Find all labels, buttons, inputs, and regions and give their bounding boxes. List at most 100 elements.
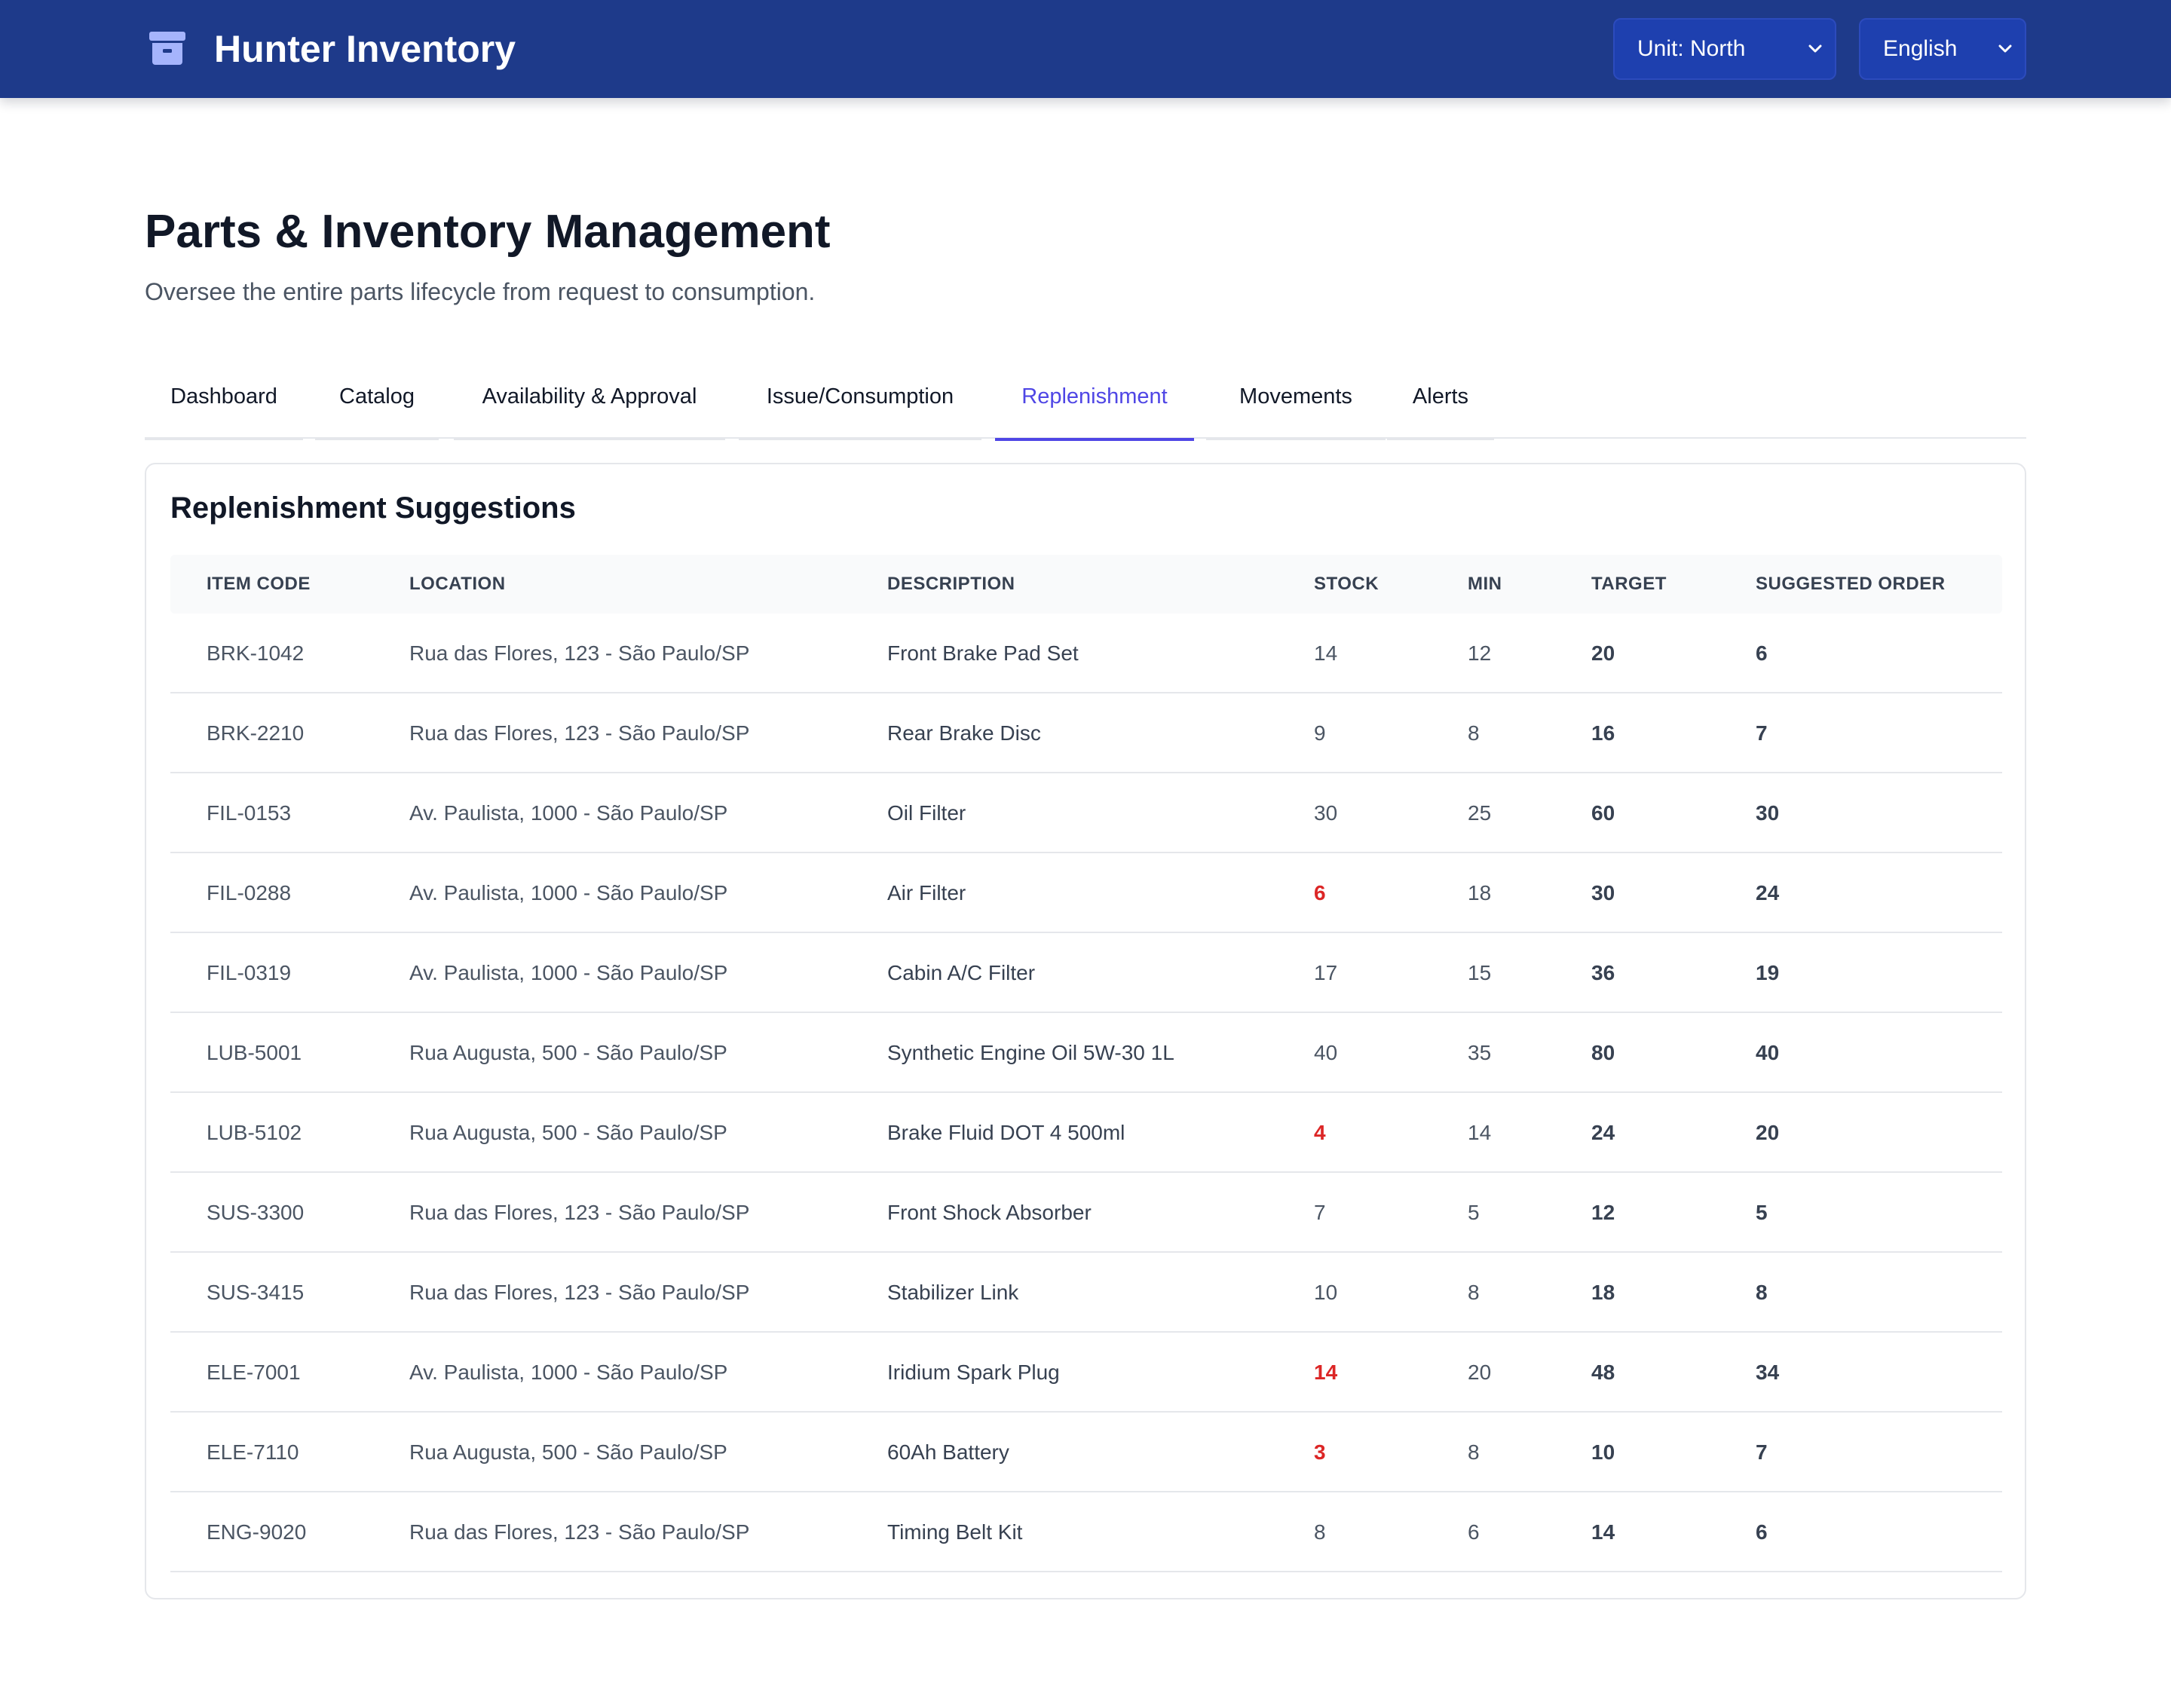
table-row[interactable]: LUB-5001 Rua Augusta, 500 - São Paulo/SP S… (170, 1013, 2002, 1093)
description-cell: Synthetic Engine Oil 5W-30 1L (887, 1041, 1174, 1064)
table-row[interactable]: BRK-1042 Rua das Flores, 123 - São Paulo/… (170, 614, 2002, 693)
suggested-order-cell: 24 (1756, 881, 1780, 905)
description-cell: 60Ah Battery (887, 1440, 1009, 1464)
min-cell: 8 (1468, 1281, 1480, 1304)
table-row[interactable]: BRK-2210 Rua das Flores, 123 - São Paulo/… (170, 693, 2002, 773)
table-row[interactable]: ENG-9020 Rua das Flores, 123 - São Paulo/… (170, 1492, 2002, 1572)
suggested-order-cell: 8 (1756, 1281, 1768, 1304)
location-cell: Rua das Flores, 123 - São Paulo/SP (409, 721, 750, 745)
min-cell: 18 (1468, 881, 1492, 905)
archive-box-icon (149, 32, 185, 65)
suggested-order-cell: 6 (1756, 641, 1768, 665)
item-code-cell: FIL-0288 (207, 881, 292, 905)
min-cell: 14 (1468, 1121, 1492, 1144)
column-header-stock[interactable]: STOCK (1314, 574, 1379, 594)
description-cell: Front Shock Absorber (887, 1201, 1092, 1224)
suggested-order-cell: 19 (1756, 961, 1780, 984)
target-cell: 24 (1591, 1121, 1615, 1144)
description-cell: Iridium Spark Plug (887, 1361, 1060, 1384)
min-cell: 25 (1468, 801, 1492, 825)
location-cell: Rua das Flores, 123 - São Paulo/SP (409, 641, 750, 665)
replenishment-table: ITEM CODE LOCATION DESCRIPTION STOCK MIN… (170, 555, 2002, 1572)
brand-title: Hunter Inventory (214, 28, 516, 70)
table-row[interactable]: SUS-3415 Rua das Flores, 123 - São Paulo/… (170, 1253, 2002, 1333)
table-row[interactable]: FIL-0288 Av. Paulista, 1000 - São Paulo/S… (170, 853, 2002, 933)
suggested-order-cell: 7 (1756, 1440, 1768, 1464)
description-cell: Air Filter (887, 881, 966, 905)
stock-cell: 10 (1314, 1281, 1338, 1304)
table-row[interactable]: ELE-7001 Av. Paulista, 1000 - São Paulo/S… (170, 1333, 2002, 1413)
page-title: Parts & Inventory Management (145, 206, 831, 258)
unit-select[interactable]: Unit: North (1613, 18, 1836, 80)
item-code-cell: BRK-2210 (207, 721, 305, 745)
target-cell: 14 (1591, 1520, 1615, 1544)
target-cell: 60 (1591, 801, 1615, 825)
min-cell: 5 (1468, 1201, 1480, 1224)
replenishment-card: Replenishment Suggestions ITEM CODE LOCA… (145, 463, 2026, 1599)
tab-movements[interactable]: Movements (1206, 369, 1386, 440)
location-cell: Av. Paulista, 1000 - São Paulo/SP (409, 961, 728, 984)
item-code-cell: BRK-1042 (207, 641, 305, 665)
card-title: Replenishment Suggestions (170, 491, 576, 525)
stock-cell: 30 (1314, 801, 1338, 825)
table-body: BRK-1042 Rua das Flores, 123 - São Paulo/… (170, 614, 2002, 1572)
item-code-cell: LUB-5001 (207, 1041, 302, 1064)
item-code-cell: ENG-9020 (207, 1520, 307, 1544)
stock-cell: 6 (1314, 881, 1326, 905)
column-header-suggested-order[interactable]: SUGGESTED ORDER (1756, 574, 1946, 594)
suggested-order-cell: 7 (1756, 721, 1768, 745)
stock-cell: 4 (1314, 1121, 1326, 1144)
tab-replenishment[interactable]: Replenishment (995, 369, 1194, 441)
top-navigation-bar: Hunter Inventory Unit: North English (0, 0, 2171, 98)
column-header-min[interactable]: MIN (1468, 574, 1502, 594)
table-row[interactable]: LUB-5102 Rua Augusta, 500 - São Paulo/SP B… (170, 1093, 2002, 1173)
chevron-down-icon (1808, 44, 1822, 53)
stock-cell: 3 (1314, 1440, 1326, 1464)
item-code-cell: LUB-5102 (207, 1121, 302, 1144)
stock-cell: 8 (1314, 1520, 1326, 1544)
tab-bar: Dashboard Catalog Availability & Approva… (145, 369, 2026, 441)
location-cell: Rua Augusta, 500 - São Paulo/SP (409, 1121, 727, 1144)
column-header-target[interactable]: TARGET (1591, 574, 1667, 594)
tab-availability-approval[interactable]: Availability & Approval (454, 369, 725, 440)
table-row[interactable]: SUS-3300 Rua das Flores, 123 - São Paulo/… (170, 1173, 2002, 1253)
min-cell: 35 (1468, 1041, 1492, 1064)
stock-cell: 14 (1314, 641, 1338, 665)
location-cell: Rua das Flores, 123 - São Paulo/SP (409, 1201, 750, 1224)
stock-cell: 40 (1314, 1041, 1338, 1064)
min-cell: 15 (1468, 961, 1492, 984)
chevron-down-icon (1998, 44, 2012, 53)
column-header-location[interactable]: LOCATION (409, 574, 506, 594)
description-cell: Cabin A/C Filter (887, 961, 1036, 984)
target-cell: 16 (1591, 721, 1615, 745)
tab-catalog[interactable]: Catalog (315, 369, 439, 440)
target-cell: 18 (1591, 1281, 1615, 1304)
item-code-cell: ELE-7001 (207, 1361, 301, 1384)
table-row[interactable]: FIL-0153 Av. Paulista, 1000 - São Paulo/S… (170, 773, 2002, 853)
item-code-cell: ELE-7110 (207, 1440, 299, 1464)
target-cell: 48 (1591, 1361, 1615, 1384)
description-cell: Timing Belt Kit (887, 1520, 1023, 1544)
tab-dashboard[interactable]: Dashboard (145, 369, 303, 440)
target-cell: 20 (1591, 641, 1615, 665)
stock-cell: 14 (1314, 1361, 1338, 1384)
description-cell: Front Brake Pad Set (887, 641, 1079, 665)
table-row[interactable]: ELE-7110 Rua Augusta, 500 - São Paulo/SP 6… (170, 1413, 2002, 1492)
suggested-order-cell: 34 (1756, 1361, 1780, 1384)
column-header-item-code[interactable]: ITEM CODE (207, 574, 311, 594)
tab-issue-consumption[interactable]: Issue/Consumption (739, 369, 981, 440)
tab-alerts[interactable]: Alerts (1387, 369, 1494, 440)
description-cell: Brake Fluid DOT 4 500ml (887, 1121, 1125, 1144)
description-cell: Oil Filter (887, 801, 966, 825)
table-row[interactable]: FIL-0319 Av. Paulista, 1000 - São Paulo/S… (170, 933, 2002, 1013)
suggested-order-cell: 30 (1756, 801, 1780, 825)
target-cell: 10 (1591, 1440, 1615, 1464)
description-cell: Rear Brake Disc (887, 721, 1041, 745)
language-select[interactable]: English (1859, 18, 2026, 80)
target-cell: 30 (1591, 881, 1615, 905)
suggested-order-cell: 20 (1756, 1121, 1780, 1144)
suggested-order-cell: 5 (1756, 1201, 1768, 1224)
location-cell: Rua Augusta, 500 - São Paulo/SP (409, 1041, 727, 1064)
min-cell: 6 (1468, 1520, 1480, 1544)
column-header-description[interactable]: DESCRIPTION (887, 574, 1015, 594)
